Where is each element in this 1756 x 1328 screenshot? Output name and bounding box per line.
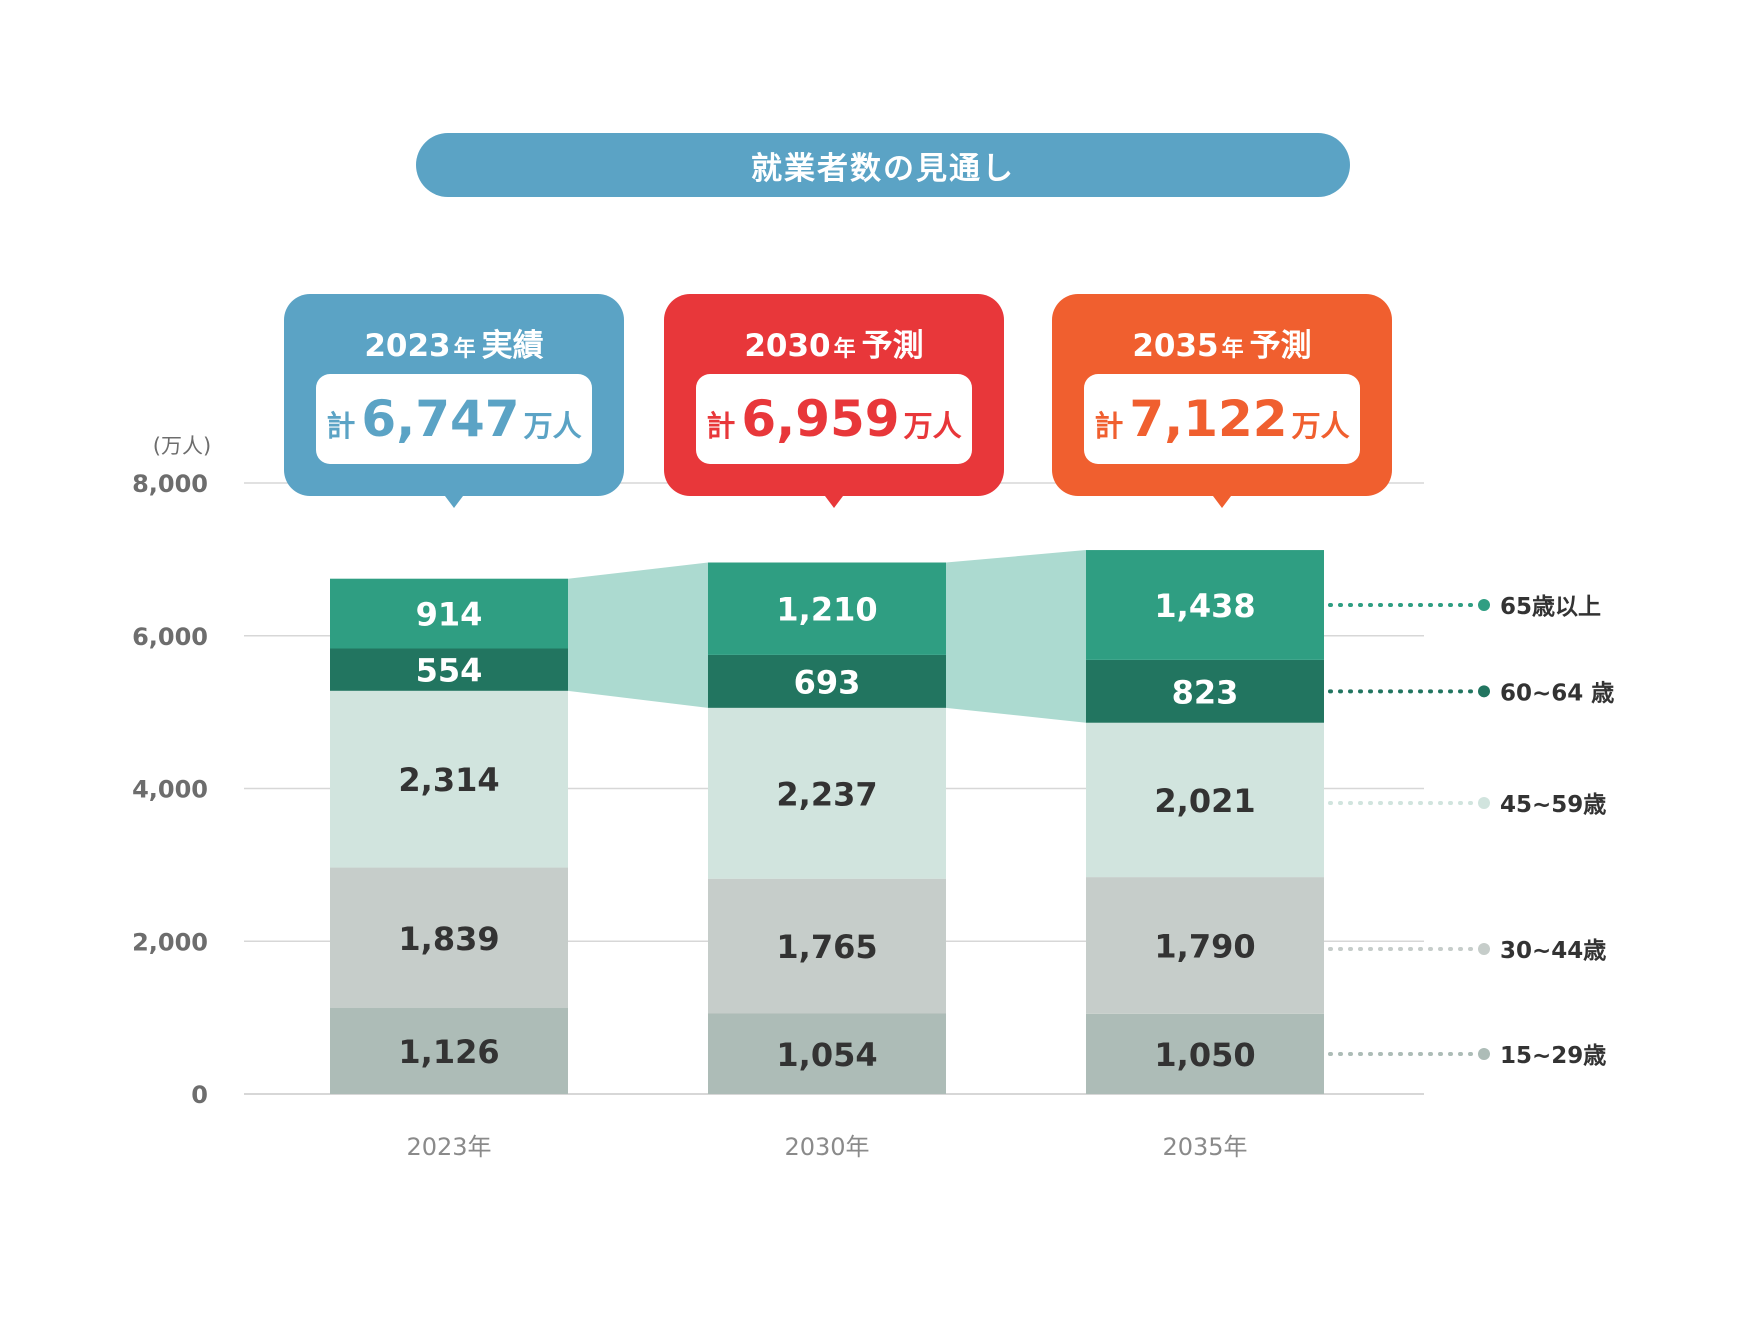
y-tick-label: 6,000 — [132, 623, 208, 651]
x-tick-label: 2023年 — [406, 1133, 491, 1161]
data-label: 1,210 — [776, 591, 877, 629]
bar-connector — [946, 550, 1086, 723]
callout-2023: 2023 年実績 計 6,747 万人 — [284, 294, 624, 508]
data-label: 914 — [416, 596, 483, 634]
legend-label: 65歳以上 — [1500, 594, 1601, 620]
callout-kind: 予測 — [861, 328, 924, 364]
bar-segment — [1086, 659, 1324, 723]
legend-marker — [1478, 598, 1490, 611]
data-label: 693 — [794, 663, 861, 701]
data-label: 2,021 — [1154, 782, 1255, 820]
callout-unit: 万人 — [1291, 409, 1350, 443]
data-label: 1,054 — [776, 1036, 877, 1074]
bar-segment — [1086, 550, 1324, 660]
bar-segment — [1086, 877, 1324, 1014]
bar-segment — [708, 707, 946, 879]
legend-marker — [1478, 797, 1490, 809]
y-tick-label: 8,000 — [132, 470, 208, 498]
callout-prefix: 計 — [1094, 409, 1124, 443]
y-tick-label: 0 — [191, 1081, 208, 1109]
callout-unit: 万人 — [523, 409, 582, 443]
legend-label: 60~64 歳 — [1500, 680, 1614, 706]
bar-segment — [708, 1013, 946, 1094]
callout-heading: 2023 年実績 — [284, 320, 624, 365]
y-tick-label: 2,000 — [132, 928, 208, 956]
callout-kind: 予測 — [1249, 328, 1312, 364]
callout-heading: 2035 年予測 — [1052, 320, 1392, 365]
chart-title: 就業者数の見通し — [416, 133, 1350, 197]
callout-total-box: 計 6,747 万人 — [316, 374, 592, 464]
y-tick-label: 4,000 — [132, 776, 208, 804]
data-label: 1,790 — [1154, 927, 1255, 965]
callout-pointer — [1210, 492, 1234, 508]
bar-segment — [1086, 722, 1324, 878]
legend-label: 15~29歳 — [1500, 1043, 1606, 1069]
data-label: 554 — [416, 652, 483, 690]
bar-connectors — [568, 550, 1086, 723]
y-axis-unit-label: (万人) — [153, 434, 211, 458]
callout-2035: 2035 年予測 計 7,122 万人 — [1052, 294, 1392, 508]
legend-marker — [1478, 685, 1490, 698]
bars — [330, 550, 1324, 1094]
callout-kind: 実績 — [481, 328, 544, 364]
x-axis: 2023年 2030年 2035年 — [406, 1133, 1247, 1161]
callout-total-box: 計 6,959 万人 — [696, 374, 972, 464]
data-label: 1,126 — [398, 1033, 499, 1071]
callout-heading: 2030 年予測 — [664, 320, 1004, 365]
legend-label: 45~59歳 — [1500, 792, 1606, 818]
bar-segment — [330, 578, 568, 649]
bar-segment — [708, 562, 946, 655]
callout-total: 6,959 — [741, 390, 900, 448]
callout-year-suffix: 年 — [1221, 337, 1244, 362]
legend-marker — [1478, 943, 1490, 955]
bar-segment — [1086, 1013, 1324, 1094]
data-label: 1,438 — [1154, 587, 1255, 625]
data-label: 1,050 — [1154, 1036, 1255, 1074]
callout-pointer — [822, 492, 846, 508]
data-label: 823 — [1172, 673, 1239, 711]
callout-year-suffix: 年 — [453, 337, 476, 362]
x-tick-label: 2035年 — [1162, 1133, 1247, 1161]
bar-connector — [568, 562, 708, 708]
callout-total-box: 計 7,122 万人 — [1084, 374, 1360, 464]
data-label: 1,839 — [398, 920, 499, 958]
callout-prefix: 計 — [326, 409, 356, 443]
data-label: 2,237 — [776, 775, 877, 813]
bar-segment — [330, 648, 568, 691]
legend-label: 30~44歳 — [1500, 938, 1606, 964]
callout-pointer — [442, 492, 466, 508]
y-axis: 0 2,000 4,000 6,000 8,000 (万人) — [132, 434, 211, 1109]
bar-segment — [330, 690, 568, 868]
data-labels: 1,126 1,054 1,050 1,839 1,765 1,790 2,314 2,237… — [398, 587, 1255, 1074]
data-label: 2,314 — [398, 761, 499, 799]
callout-unit: 万人 — [903, 409, 962, 443]
callout-prefix: 計 — [706, 409, 736, 443]
callout-total: 7,122 — [1129, 390, 1288, 448]
callout-year: 2035 — [1132, 328, 1219, 364]
x-tick-label: 2030年 — [784, 1133, 869, 1161]
bar-segment — [708, 878, 946, 1014]
bar-segment — [330, 1008, 568, 1094]
legend: 15~29歳 30~44歳 45~59歳 60~64 歳 65歳以上 — [1328, 594, 1614, 1069]
legend-marker — [1478, 1048, 1490, 1060]
callout-year-suffix: 年 — [833, 337, 856, 362]
callout-total: 6,747 — [361, 390, 520, 448]
bar-segment — [330, 867, 568, 1009]
callout-year: 2030 — [744, 328, 831, 364]
data-label: 1,765 — [776, 928, 877, 966]
callout-year: 2023 — [364, 328, 451, 364]
bar-segment — [708, 654, 946, 708]
callout-2030: 2030 年予測 計 6,959 万人 — [664, 294, 1004, 508]
